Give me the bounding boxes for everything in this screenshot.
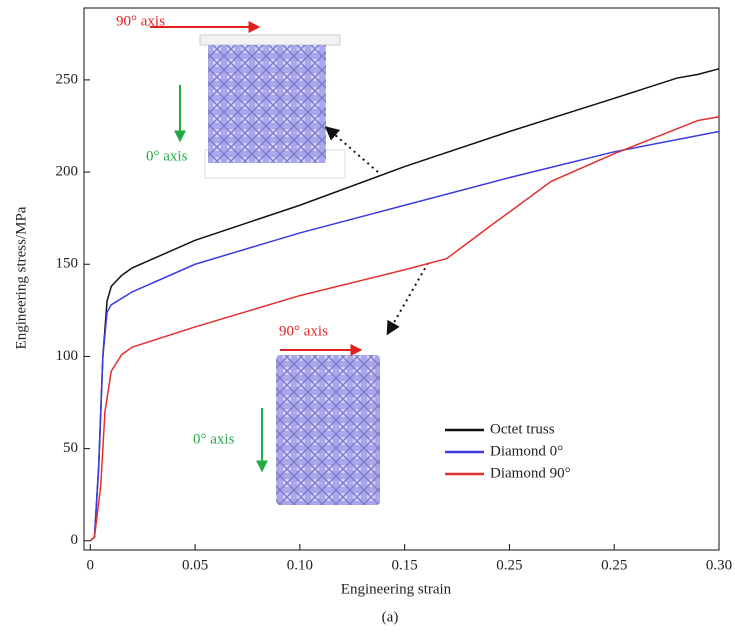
x-tick-label: 0.05 [182,557,208,573]
caption: (a) [382,609,399,625]
y-tick-label: 100 [56,348,79,364]
annotation: 90° axis [116,13,165,29]
legend-label: Diamond 90° [490,465,571,481]
annotation: 90° axis [279,323,328,339]
x-tick-label: 0.25 [496,557,522,573]
legend-label: Diamond 0° [490,443,563,459]
series-line [90,132,719,541]
series-line [90,69,719,541]
chart: 0 50 100 150 200 250 0 0.05 0.10 0.15 0.25 0.25 0.30… [0,0,735,637]
series-line [90,117,719,541]
y-tick-label: 50 [63,440,78,456]
y-axis-label: Engineering stress/MPa [13,206,29,349]
x-tick-label: 0.15 [392,557,418,573]
y-tick-label: 0 [71,532,79,548]
y-tick-label: 150 [56,256,79,272]
annotation: 0° axis [146,148,188,164]
inset-bottom: 90° axis 0° axis [193,323,380,505]
legend-label: Octet truss [490,421,555,437]
y-tick-label: 200 [56,164,79,180]
x-tick-label: 0 [87,557,95,573]
pointer-arrow [388,263,428,333]
x-tick-label: 0.10 [287,557,313,573]
inset-top: 90° axis 0° axis [116,13,345,178]
y-tick-label: 250 [56,71,79,87]
x-tick-label: 0.25 [601,557,627,573]
x-tick-label: 0.30 [706,557,732,573]
annotation: 0° axis [193,431,235,447]
x-axis-label: Engineering strain [341,581,452,597]
